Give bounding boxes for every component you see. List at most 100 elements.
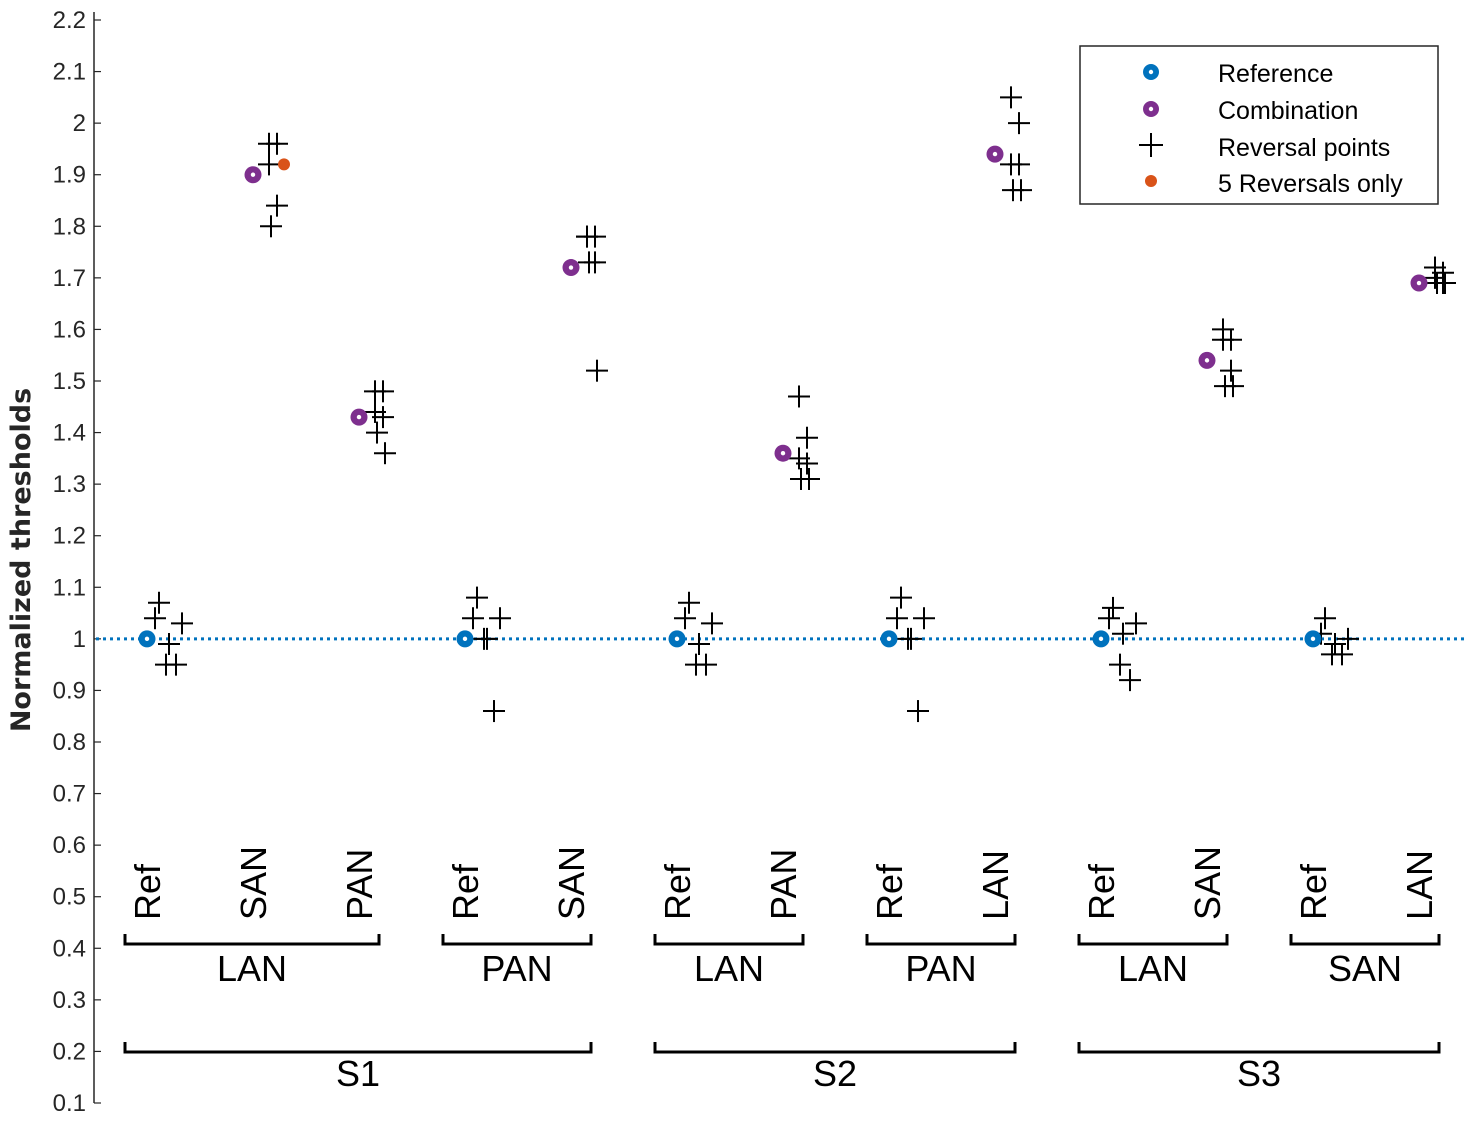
marks-layer (138, 86, 1456, 723)
reversal-point (1112, 622, 1134, 645)
legend-entry: Reversal points (1139, 133, 1390, 162)
combination-marker (986, 145, 1004, 163)
legend-label: 5 Reversals only (1218, 170, 1403, 198)
subject-bracket (653, 1042, 1017, 1054)
reversal-point (1102, 596, 1124, 619)
reversal-point (1337, 627, 1359, 650)
y-tick-label: 2 (73, 110, 86, 137)
group-label: LAN (217, 948, 287, 989)
reference-marker (456, 630, 474, 648)
y-tick-label: 0.7 (53, 781, 86, 808)
condition-label: SAN (1187, 846, 1228, 920)
reversal-point (266, 132, 288, 155)
combination-marker (562, 259, 580, 277)
subject-bracket (1077, 1042, 1441, 1054)
y-tick-label: 1 (73, 626, 86, 653)
reversal-point (1212, 328, 1234, 351)
y-tick-label: 1.6 (53, 316, 86, 343)
group-label: PAN (905, 948, 976, 989)
legend-entry: Combination (1143, 97, 1358, 125)
reference-marker (1092, 630, 1110, 648)
reversal-point (1008, 153, 1030, 176)
reversal-point (1098, 607, 1120, 630)
y-axis: 0.1 0.2 0.3 0.4 0.5 0.6 0.7 0.8 0.9 1 1.1 1.2 1.3 1.4… (6, 7, 101, 1117)
subject-label: S2 (813, 1053, 857, 1094)
condition-label: PAN (339, 849, 380, 920)
reversal-point (688, 633, 710, 656)
condition-label: Ref (1081, 863, 1122, 920)
legend: Reference Combination Reversal points 5 Rev… (1079, 45, 1439, 205)
y-tick-label: 1.3 (53, 471, 86, 498)
reversal-point (701, 612, 723, 635)
subject-bracket (123, 1042, 593, 1054)
reversal-point (1125, 612, 1147, 635)
group-bracket (865, 934, 1017, 946)
reversal-point (158, 633, 180, 656)
reference-marker (1304, 630, 1322, 648)
reversal-point (165, 653, 187, 676)
condition-label: LAN (975, 850, 1016, 920)
reversal-point (695, 653, 717, 676)
reversal-point (260, 215, 282, 238)
legend-entry: 5 Reversals only (1145, 170, 1403, 198)
reversal-point (489, 607, 511, 630)
reversal-point (258, 153, 280, 176)
legend-label: Reference (1218, 60, 1333, 88)
combination-marker (350, 408, 368, 426)
reversal-point (1331, 643, 1353, 666)
reversal-point (466, 586, 488, 609)
condition-label: SAN (233, 846, 274, 920)
subject-label: S1 (336, 1053, 380, 1094)
condition-label: Ref (1293, 863, 1334, 920)
reversal-point (171, 612, 193, 635)
reversal-point (1109, 653, 1131, 676)
reversal-point (1314, 607, 1336, 630)
reversal-point (796, 426, 818, 449)
reversal-point (678, 591, 700, 614)
condition-label: SAN (551, 846, 592, 920)
condition-label: Ref (869, 863, 910, 920)
reference-marker (668, 630, 686, 648)
legend-label: Combination (1218, 97, 1358, 125)
group-bracket (1077, 934, 1229, 946)
y-tick-label: 1.8 (53, 213, 86, 240)
combination-marker (1198, 351, 1216, 369)
reversal-point (266, 194, 288, 217)
reversal-point (374, 442, 396, 465)
condition-label: Ref (657, 863, 698, 920)
subject-label: S3 (1237, 1053, 1281, 1094)
reversal-point (1222, 375, 1244, 398)
reversal-point (473, 627, 495, 650)
reversal-point (144, 607, 166, 630)
y-tick-label: 0.4 (53, 935, 86, 962)
reversal-point (576, 225, 598, 248)
legend-entry: Reference (1143, 60, 1333, 88)
reversal-point (578, 251, 600, 274)
reversal-point (372, 380, 394, 403)
group-label: LAN (694, 948, 764, 989)
reversal-point (897, 627, 919, 650)
reversal-point (366, 421, 388, 444)
legend-label: Reversal points (1218, 134, 1390, 162)
reversal-point (788, 385, 810, 408)
reversal-point (1000, 86, 1022, 109)
group-bracket (441, 934, 593, 946)
group-label: SAN (1328, 948, 1402, 989)
y-axis-title: Normalized thresholds (6, 388, 37, 732)
reversal-point (890, 586, 912, 609)
reversal-point (886, 607, 908, 630)
reversal-point (674, 607, 696, 630)
combination-marker (1410, 274, 1428, 292)
reversal-point (796, 452, 818, 475)
y-tick-label: 0.5 (53, 884, 86, 911)
group-bracket (1289, 934, 1441, 946)
y-tick-label: 0.2 (53, 1038, 86, 1065)
y-tick-label: 0.6 (53, 832, 86, 859)
condition-label: Ref (127, 863, 168, 920)
y-tick-label: 0.1 (53, 1090, 86, 1117)
reversal-point (907, 700, 929, 723)
legend-box (1079, 45, 1439, 205)
reversal-point (148, 591, 170, 614)
group-label: PAN (481, 948, 552, 989)
